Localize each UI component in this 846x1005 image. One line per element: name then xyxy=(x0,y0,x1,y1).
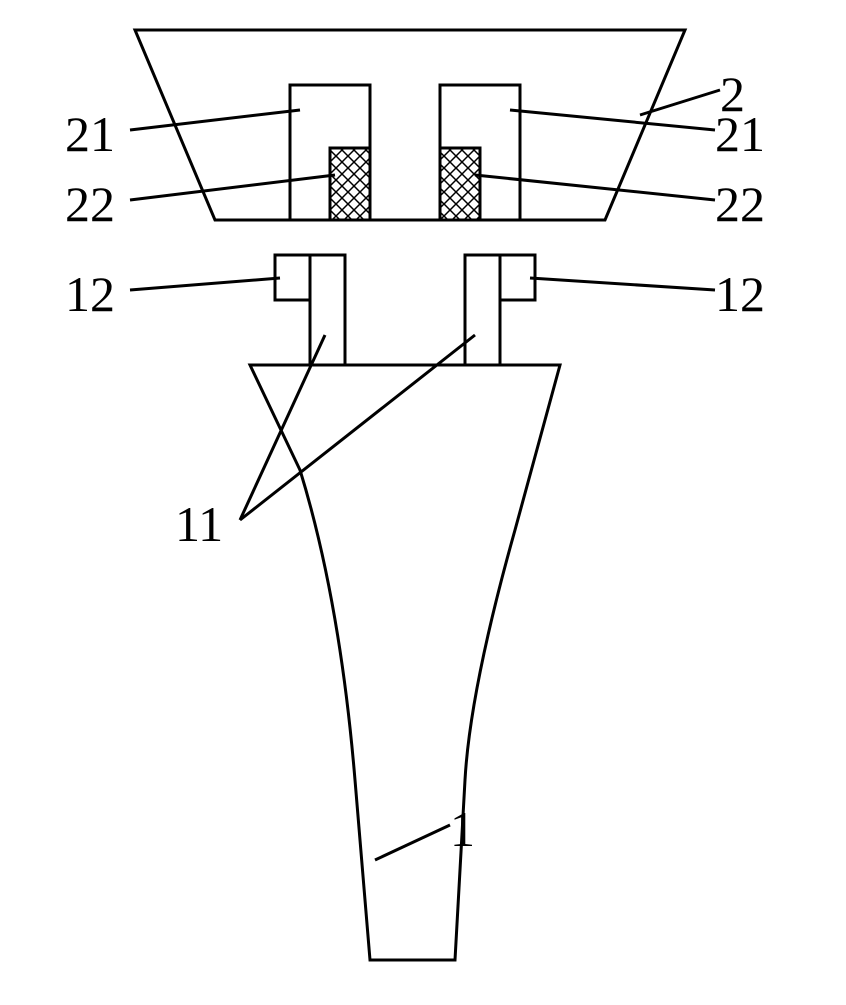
diagram-container: 2 21 21 22 22 12 12 11 1 xyxy=(0,0,846,1000)
leader-11-a xyxy=(240,335,325,520)
label-12-right: 12 xyxy=(715,265,765,323)
leader-21-left xyxy=(130,110,300,130)
label-11: 11 xyxy=(175,495,223,553)
label-21-right: 21 xyxy=(715,105,765,163)
leader-1 xyxy=(375,825,450,860)
label-1: 1 xyxy=(450,800,475,858)
leader-12-right xyxy=(530,278,715,290)
label-12-left: 12 xyxy=(65,265,115,323)
leader-21-right xyxy=(510,110,715,130)
left-peg xyxy=(310,255,345,365)
lower-blade xyxy=(250,365,560,960)
label-22-right: 22 xyxy=(715,175,765,233)
right-cap xyxy=(500,255,535,300)
right-hatch-block xyxy=(440,148,480,220)
leader-2 xyxy=(640,90,720,115)
leader-12-left xyxy=(130,278,280,290)
leader-11-b xyxy=(240,335,475,520)
right-peg xyxy=(465,255,500,365)
upper-trapezoid xyxy=(135,30,685,220)
left-cap xyxy=(275,255,310,300)
left-hatch-block xyxy=(330,148,370,220)
label-21-left: 21 xyxy=(65,105,115,163)
label-22-left: 22 xyxy=(65,175,115,233)
